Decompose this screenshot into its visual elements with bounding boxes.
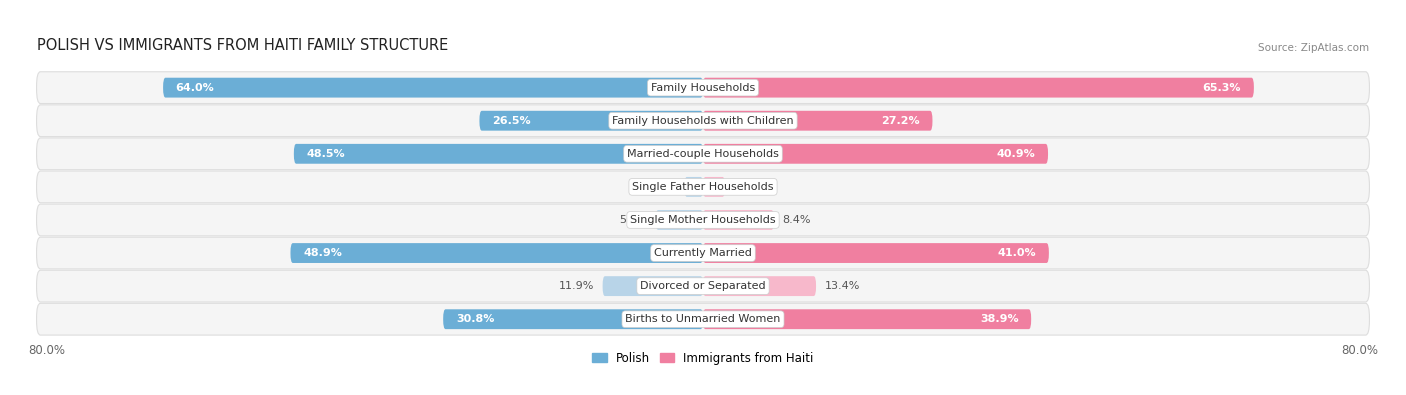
FancyBboxPatch shape xyxy=(291,243,703,263)
FancyBboxPatch shape xyxy=(37,72,1369,103)
Text: 65.3%: 65.3% xyxy=(1202,83,1241,93)
Text: 5.6%: 5.6% xyxy=(619,215,647,225)
FancyBboxPatch shape xyxy=(703,309,1031,329)
FancyBboxPatch shape xyxy=(37,171,1369,203)
FancyBboxPatch shape xyxy=(703,276,815,296)
Text: 80.0%: 80.0% xyxy=(1341,344,1378,357)
FancyBboxPatch shape xyxy=(603,276,703,296)
Text: 26.5%: 26.5% xyxy=(492,116,530,126)
FancyBboxPatch shape xyxy=(443,309,703,329)
FancyBboxPatch shape xyxy=(37,270,1369,302)
Text: 48.5%: 48.5% xyxy=(307,149,344,159)
Text: Married-couple Households: Married-couple Households xyxy=(627,149,779,159)
FancyBboxPatch shape xyxy=(294,144,703,164)
FancyBboxPatch shape xyxy=(479,111,703,131)
Text: Family Households with Children: Family Households with Children xyxy=(612,116,794,126)
Text: 48.9%: 48.9% xyxy=(304,248,342,258)
Text: 41.0%: 41.0% xyxy=(998,248,1036,258)
FancyBboxPatch shape xyxy=(37,303,1369,335)
Text: 27.2%: 27.2% xyxy=(882,116,920,126)
Text: POLISH VS IMMIGRANTS FROM HAITI FAMILY STRUCTURE: POLISH VS IMMIGRANTS FROM HAITI FAMILY S… xyxy=(37,38,447,53)
FancyBboxPatch shape xyxy=(37,204,1369,236)
FancyBboxPatch shape xyxy=(655,210,703,230)
FancyBboxPatch shape xyxy=(685,177,703,197)
Text: Divorced or Separated: Divorced or Separated xyxy=(640,281,766,291)
FancyBboxPatch shape xyxy=(703,78,1254,98)
Text: 2.2%: 2.2% xyxy=(648,182,676,192)
FancyBboxPatch shape xyxy=(703,177,725,197)
FancyBboxPatch shape xyxy=(163,78,703,98)
Text: 11.9%: 11.9% xyxy=(558,281,595,291)
Text: 38.9%: 38.9% xyxy=(980,314,1018,324)
Text: Family Households: Family Households xyxy=(651,83,755,93)
Text: 8.4%: 8.4% xyxy=(782,215,811,225)
Text: Source: ZipAtlas.com: Source: ZipAtlas.com xyxy=(1258,43,1369,53)
FancyBboxPatch shape xyxy=(703,210,773,230)
FancyBboxPatch shape xyxy=(37,105,1369,137)
FancyBboxPatch shape xyxy=(37,138,1369,170)
FancyBboxPatch shape xyxy=(703,243,1049,263)
Text: 13.4%: 13.4% xyxy=(824,281,860,291)
Text: 40.9%: 40.9% xyxy=(997,149,1035,159)
Text: Births to Unmarried Women: Births to Unmarried Women xyxy=(626,314,780,324)
FancyBboxPatch shape xyxy=(703,144,1047,164)
Text: 64.0%: 64.0% xyxy=(176,83,215,93)
Legend: Polish, Immigrants from Haiti: Polish, Immigrants from Haiti xyxy=(588,347,818,370)
Text: Currently Married: Currently Married xyxy=(654,248,752,258)
Text: 80.0%: 80.0% xyxy=(28,344,65,357)
Text: Single Father Households: Single Father Households xyxy=(633,182,773,192)
Text: 2.6%: 2.6% xyxy=(734,182,762,192)
FancyBboxPatch shape xyxy=(703,111,932,131)
Text: 30.8%: 30.8% xyxy=(456,314,494,324)
FancyBboxPatch shape xyxy=(37,237,1369,269)
Text: Single Mother Households: Single Mother Households xyxy=(630,215,776,225)
